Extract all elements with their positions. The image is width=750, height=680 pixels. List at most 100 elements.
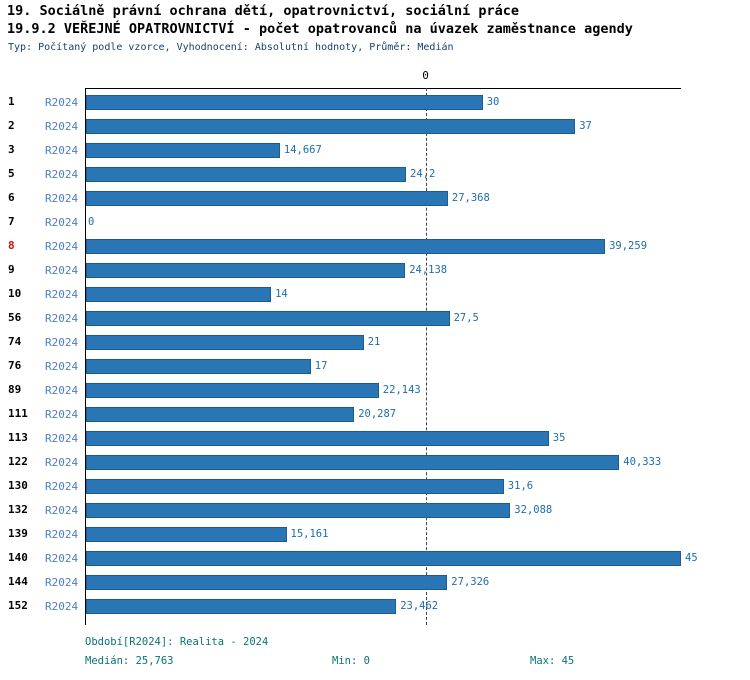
row-series-label: R2024 [45, 120, 79, 133]
row-bar-track: 27,5 [86, 310, 479, 326]
row-series-label: R2024 [45, 576, 79, 589]
row-bar [86, 166, 406, 182]
chart-row: 10 R2024 14 [0, 282, 750, 306]
row-category-label: 76 [8, 359, 22, 372]
chart-title-line1: 19. Sociálně právní ochrana dětí, opatro… [7, 3, 520, 19]
row-bar [86, 286, 272, 302]
row-category-label: 5 [8, 167, 15, 180]
row-value-label: 40,333 [623, 456, 662, 468]
chart-row: 56 R2024 27,5 [0, 306, 750, 330]
chart-row: 3 R2024 14,667 [0, 138, 750, 162]
row-series-label: R2024 [45, 384, 79, 397]
row-bar [86, 118, 576, 134]
row-series-label: R2024 [45, 288, 79, 301]
row-value-label: 32,088 [514, 504, 553, 516]
chart-row: 144 R2024 27,326 [0, 570, 750, 594]
row-bar [86, 526, 287, 542]
row-bar [86, 94, 483, 110]
row-category-label: 140 [8, 551, 28, 564]
row-bar [86, 454, 620, 470]
row-bar [86, 382, 379, 398]
row-series-label: R2024 [45, 144, 79, 157]
row-bar [86, 358, 311, 374]
chart-row: 113 R2024 35 [0, 426, 750, 450]
row-category-label: 139 [8, 527, 28, 540]
row-bar [86, 550, 681, 566]
row-value-label: 15,161 [290, 528, 329, 540]
row-category-label: 6 [8, 191, 15, 204]
row-value-label: 30 [486, 96, 500, 108]
row-category-label: 8 [8, 239, 15, 252]
row-category-label: 1 [8, 95, 15, 108]
row-category-label: 130 [8, 479, 28, 492]
chart-row: 8 R2024 39,259 [0, 234, 750, 258]
row-bar [86, 598, 397, 614]
axis-top-line [85, 88, 681, 89]
row-series-label: R2024 [45, 408, 79, 421]
footer-min-label: Min: 0 [332, 655, 370, 667]
chart-row: 152 R2024 23,462 [0, 594, 750, 618]
row-bar [86, 310, 450, 326]
chart-subtitle: Typ: Počítaný podle vzorce, Vyhodnocení:… [8, 42, 454, 53]
row-value-label: 17 [314, 360, 328, 372]
row-bar-track: 24,138 [86, 262, 447, 278]
row-value-label: 45 [685, 552, 698, 564]
row-category-label: 122 [8, 455, 28, 468]
chart-row: 111 R2024 20,287 [0, 402, 750, 426]
chart-row: 74 R2024 21 [0, 330, 750, 354]
row-value-label: 39,259 [609, 240, 648, 252]
row-series-label: R2024 [45, 240, 79, 253]
row-series-label: R2024 [45, 552, 79, 565]
row-category-label: 10 [8, 287, 22, 300]
chart-row: 2 R2024 37 [0, 114, 750, 138]
row-category-label: 7 [8, 215, 15, 228]
row-category-label: 56 [8, 311, 22, 324]
row-bar-track: 27,326 [86, 574, 489, 590]
row-bar-track: 37 [86, 118, 592, 134]
row-bar [86, 334, 364, 350]
row-category-label: 144 [8, 575, 28, 588]
axis-left-line [85, 88, 86, 625]
row-bar-track: 32,088 [86, 502, 552, 518]
row-bar [86, 430, 549, 446]
row-bar [86, 502, 511, 518]
row-series-label: R2024 [45, 456, 79, 469]
row-value-label: 24,2 [410, 168, 436, 180]
row-value-label: 23,462 [400, 600, 439, 612]
row-series-label: R2024 [45, 264, 79, 277]
row-value-label: 22,143 [382, 384, 421, 396]
row-value-label: 21 [367, 336, 381, 348]
chart-row: 9 R2024 24,138 [0, 258, 750, 282]
row-series-label: R2024 [45, 216, 79, 229]
row-value-label: 37 [579, 120, 592, 132]
row-category-label: 9 [8, 263, 15, 276]
row-value-label: 27,326 [451, 576, 490, 588]
row-value-label: 31,6 [507, 480, 534, 492]
row-bar-track: 20,287 [86, 406, 396, 422]
row-bar-track: 22,143 [86, 382, 421, 398]
row-category-label: 3 [8, 143, 15, 156]
row-bar [86, 574, 448, 590]
row-bar [86, 142, 280, 158]
row-bar-track: 17 [86, 358, 327, 374]
row-bar-track: 23,462 [86, 598, 438, 614]
row-series-label: R2024 [45, 96, 79, 109]
row-category-label: 132 [8, 503, 28, 516]
row-category-label: 113 [8, 431, 28, 444]
row-value-label: 20,287 [358, 408, 397, 420]
chart-rows: 1 R2024 30 2 R2024 37 3 R2024 14,667 5 R2024 24,2 6 R… [0, 90, 750, 618]
row-bar [86, 406, 355, 422]
footer-max-label: Max: 45 [530, 655, 575, 667]
row-bar-track: 30 [86, 94, 499, 110]
chart-row: 139 R2024 15,161 [0, 522, 750, 546]
row-bar [86, 262, 406, 278]
row-category-label: 2 [8, 119, 15, 132]
row-bar-track: 45 [86, 550, 698, 566]
row-value-label: 14,667 [283, 144, 322, 156]
chart-row: 122 R2024 40,333 [0, 450, 750, 474]
row-bar-track: 14,667 [86, 142, 322, 158]
row-series-label: R2024 [45, 528, 79, 541]
chart-row: 76 R2024 17 [0, 354, 750, 378]
row-value-label: 35 [552, 432, 566, 444]
